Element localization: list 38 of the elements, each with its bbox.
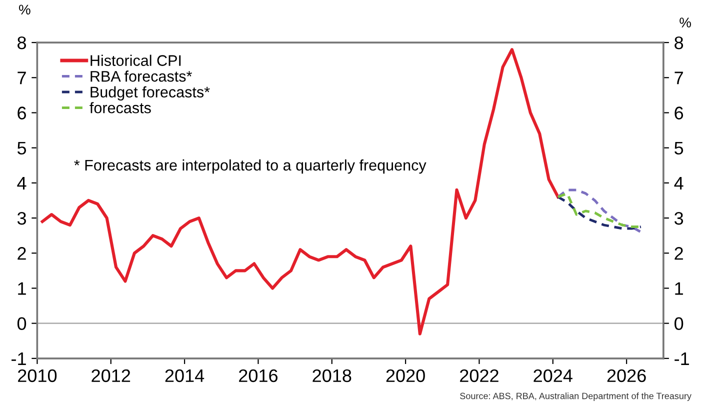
legend-label: Historical CPI (90, 54, 181, 66)
legend-label: RBA forecasts* (90, 70, 192, 82)
y2-tick-label: 5 (674, 142, 684, 155)
y-tick-label: 3 (17, 212, 26, 225)
x-tick-label: 2014 (165, 369, 204, 382)
y2-tick-label: 0 (674, 317, 684, 330)
y-tick-label: 0 (17, 317, 26, 330)
x-tick-label: 2026 (607, 369, 646, 382)
x-tick-label: 2024 (534, 369, 572, 382)
x-tick-label: 2020 (386, 369, 425, 382)
y-axis-title: % (19, 4, 30, 14)
y2-tick-label: 8 (674, 36, 684, 50)
y2-tick-label: 6 (674, 106, 684, 120)
x-tick-label: 2022 (460, 369, 498, 382)
y-tick-label: -1 (12, 352, 26, 365)
annotation: * Forecasts are interpolated to a quarterly frequency (74, 159, 426, 174)
x-tick-label: 2018 (312, 369, 352, 382)
y2-tick-label: 1 (675, 282, 683, 295)
y-tick-label: 4 (17, 177, 26, 190)
line-series (40, 48, 560, 336)
y2-tick-label: 4 (674, 177, 684, 190)
x-tick-label: 2010 (18, 369, 57, 382)
y-tick-label: 5 (17, 142, 26, 155)
y-tick-label: 1 (18, 282, 26, 295)
y2-tick-label: 2 (674, 247, 683, 260)
legend-label: Budget forecasts* (90, 86, 210, 101)
x-tick-label: 2012 (92, 369, 130, 382)
y2-tick-label: 7 (674, 72, 683, 84)
y-tick-label: 2 (18, 247, 26, 260)
x-tick-label: 2016 (239, 369, 278, 382)
y2-tick-label: 3 (674, 212, 684, 225)
y-tick-label: 6 (18, 106, 26, 120)
source-note: Source: ABS, RBA, Australian Department of the Treasury (460, 392, 692, 401)
y-tick-label: 8 (18, 36, 26, 50)
y2-tick-label: -1 (674, 352, 689, 365)
legend-label: forecasts (90, 102, 151, 114)
y-tick-label: 7 (18, 72, 26, 84)
y2-axis-title: % (680, 18, 691, 28)
